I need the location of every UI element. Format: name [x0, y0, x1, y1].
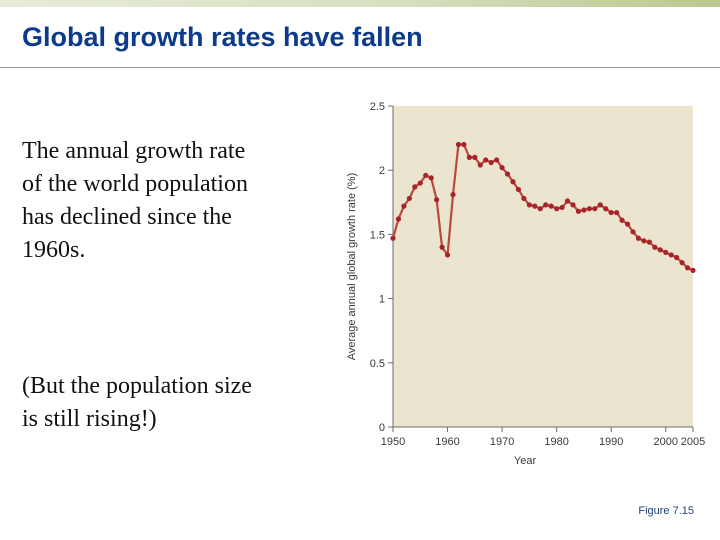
data-point: [390, 235, 396, 241]
data-point: [674, 254, 680, 261]
data-point: [668, 252, 674, 258]
data-point: [608, 209, 614, 216]
data-point: [488, 159, 494, 166]
x-tick-label: 2000: [653, 436, 677, 448]
data-point: [619, 217, 625, 223]
x-axis: 1950 1960 1970 1980 1990 2000 2005: [381, 426, 705, 448]
y-axis: 0 0.5 1 1.5 2 2.5: [370, 101, 394, 434]
data-point: [564, 198, 571, 204]
data-point: [614, 209, 620, 216]
data-point: [575, 208, 582, 214]
data-point: [477, 162, 483, 168]
data-point: [521, 195, 527, 202]
data-point: [543, 202, 549, 208]
x-axis-title: Year: [514, 455, 537, 467]
y-tick-label: 2.5: [370, 101, 385, 113]
data-point: [597, 202, 603, 208]
figure-label: Figure 7.15: [638, 505, 694, 517]
y-tick-label: 1: [379, 294, 385, 306]
x-tick-label: 1960: [435, 436, 459, 448]
data-point: [624, 221, 631, 227]
top-accent-bar: [0, 0, 720, 7]
data-point: [548, 203, 554, 209]
data-point: [592, 206, 598, 212]
data-point: [646, 239, 652, 245]
data-point: [423, 172, 429, 178]
data-point: [504, 171, 511, 177]
data-point: [554, 206, 560, 212]
data-point: [635, 235, 642, 241]
data-point: [510, 179, 516, 185]
data-point: [412, 184, 418, 190]
data-point: [466, 154, 472, 160]
data-point: [417, 180, 423, 186]
data-point: [450, 192, 456, 198]
data-point: [494, 157, 500, 163]
data-point: [570, 202, 576, 208]
y-tick-label: 1.5: [370, 229, 385, 241]
data-point: [663, 249, 669, 255]
data-point: [630, 229, 636, 235]
data-point: [586, 206, 592, 212]
data-point: [532, 203, 538, 209]
data-point: [455, 141, 462, 148]
x-tick-label: 2005: [681, 436, 705, 448]
growth-rate-chart: 0 0.5 1 1.5 2 2.5 1950 1960 1970 1980 1990 2000 200…: [346, 101, 705, 467]
y-tick-label: 0.5: [370, 358, 385, 370]
plot-background: [393, 106, 693, 427]
y-tick-label: 2: [379, 165, 385, 177]
data-point: [559, 204, 565, 211]
title-divider: [0, 67, 720, 68]
slide-title: Global growth rates have fallen: [22, 22, 423, 52]
data-point: [679, 260, 685, 266]
data-point: [483, 157, 489, 163]
data-point: [406, 195, 412, 202]
data-point: [581, 207, 587, 213]
data-point: [499, 165, 505, 171]
x-tick-label: 1970: [490, 436, 514, 448]
body-paragraph-rising: (But the population size is still rising…: [22, 373, 252, 432]
data-point: [652, 244, 658, 250]
data-point: [641, 238, 647, 244]
data-point: [401, 203, 407, 209]
data-point: [444, 252, 451, 258]
data-point: [690, 267, 696, 273]
x-tick-label: 1950: [381, 436, 405, 448]
data-point: [439, 244, 445, 250]
data-point: [472, 154, 478, 160]
data-point: [434, 197, 440, 203]
data-point: [657, 247, 663, 253]
body-paragraph-decline: The annual growth rate of the world popu…: [22, 138, 248, 263]
y-axis-title: Average annual global growth rate (%): [346, 173, 358, 361]
x-tick-label: 1980: [544, 436, 568, 448]
data-point: [428, 175, 434, 181]
data-point: [526, 202, 532, 208]
data-point: [684, 265, 691, 271]
data-points: [390, 141, 696, 273]
data-point: [395, 216, 402, 222]
data-point: [515, 186, 522, 193]
y-tick-label: 0: [379, 422, 385, 434]
x-tick-label: 1990: [599, 436, 623, 448]
data-point: [537, 206, 543, 212]
data-point: [461, 141, 467, 148]
data-point: [603, 206, 609, 212]
